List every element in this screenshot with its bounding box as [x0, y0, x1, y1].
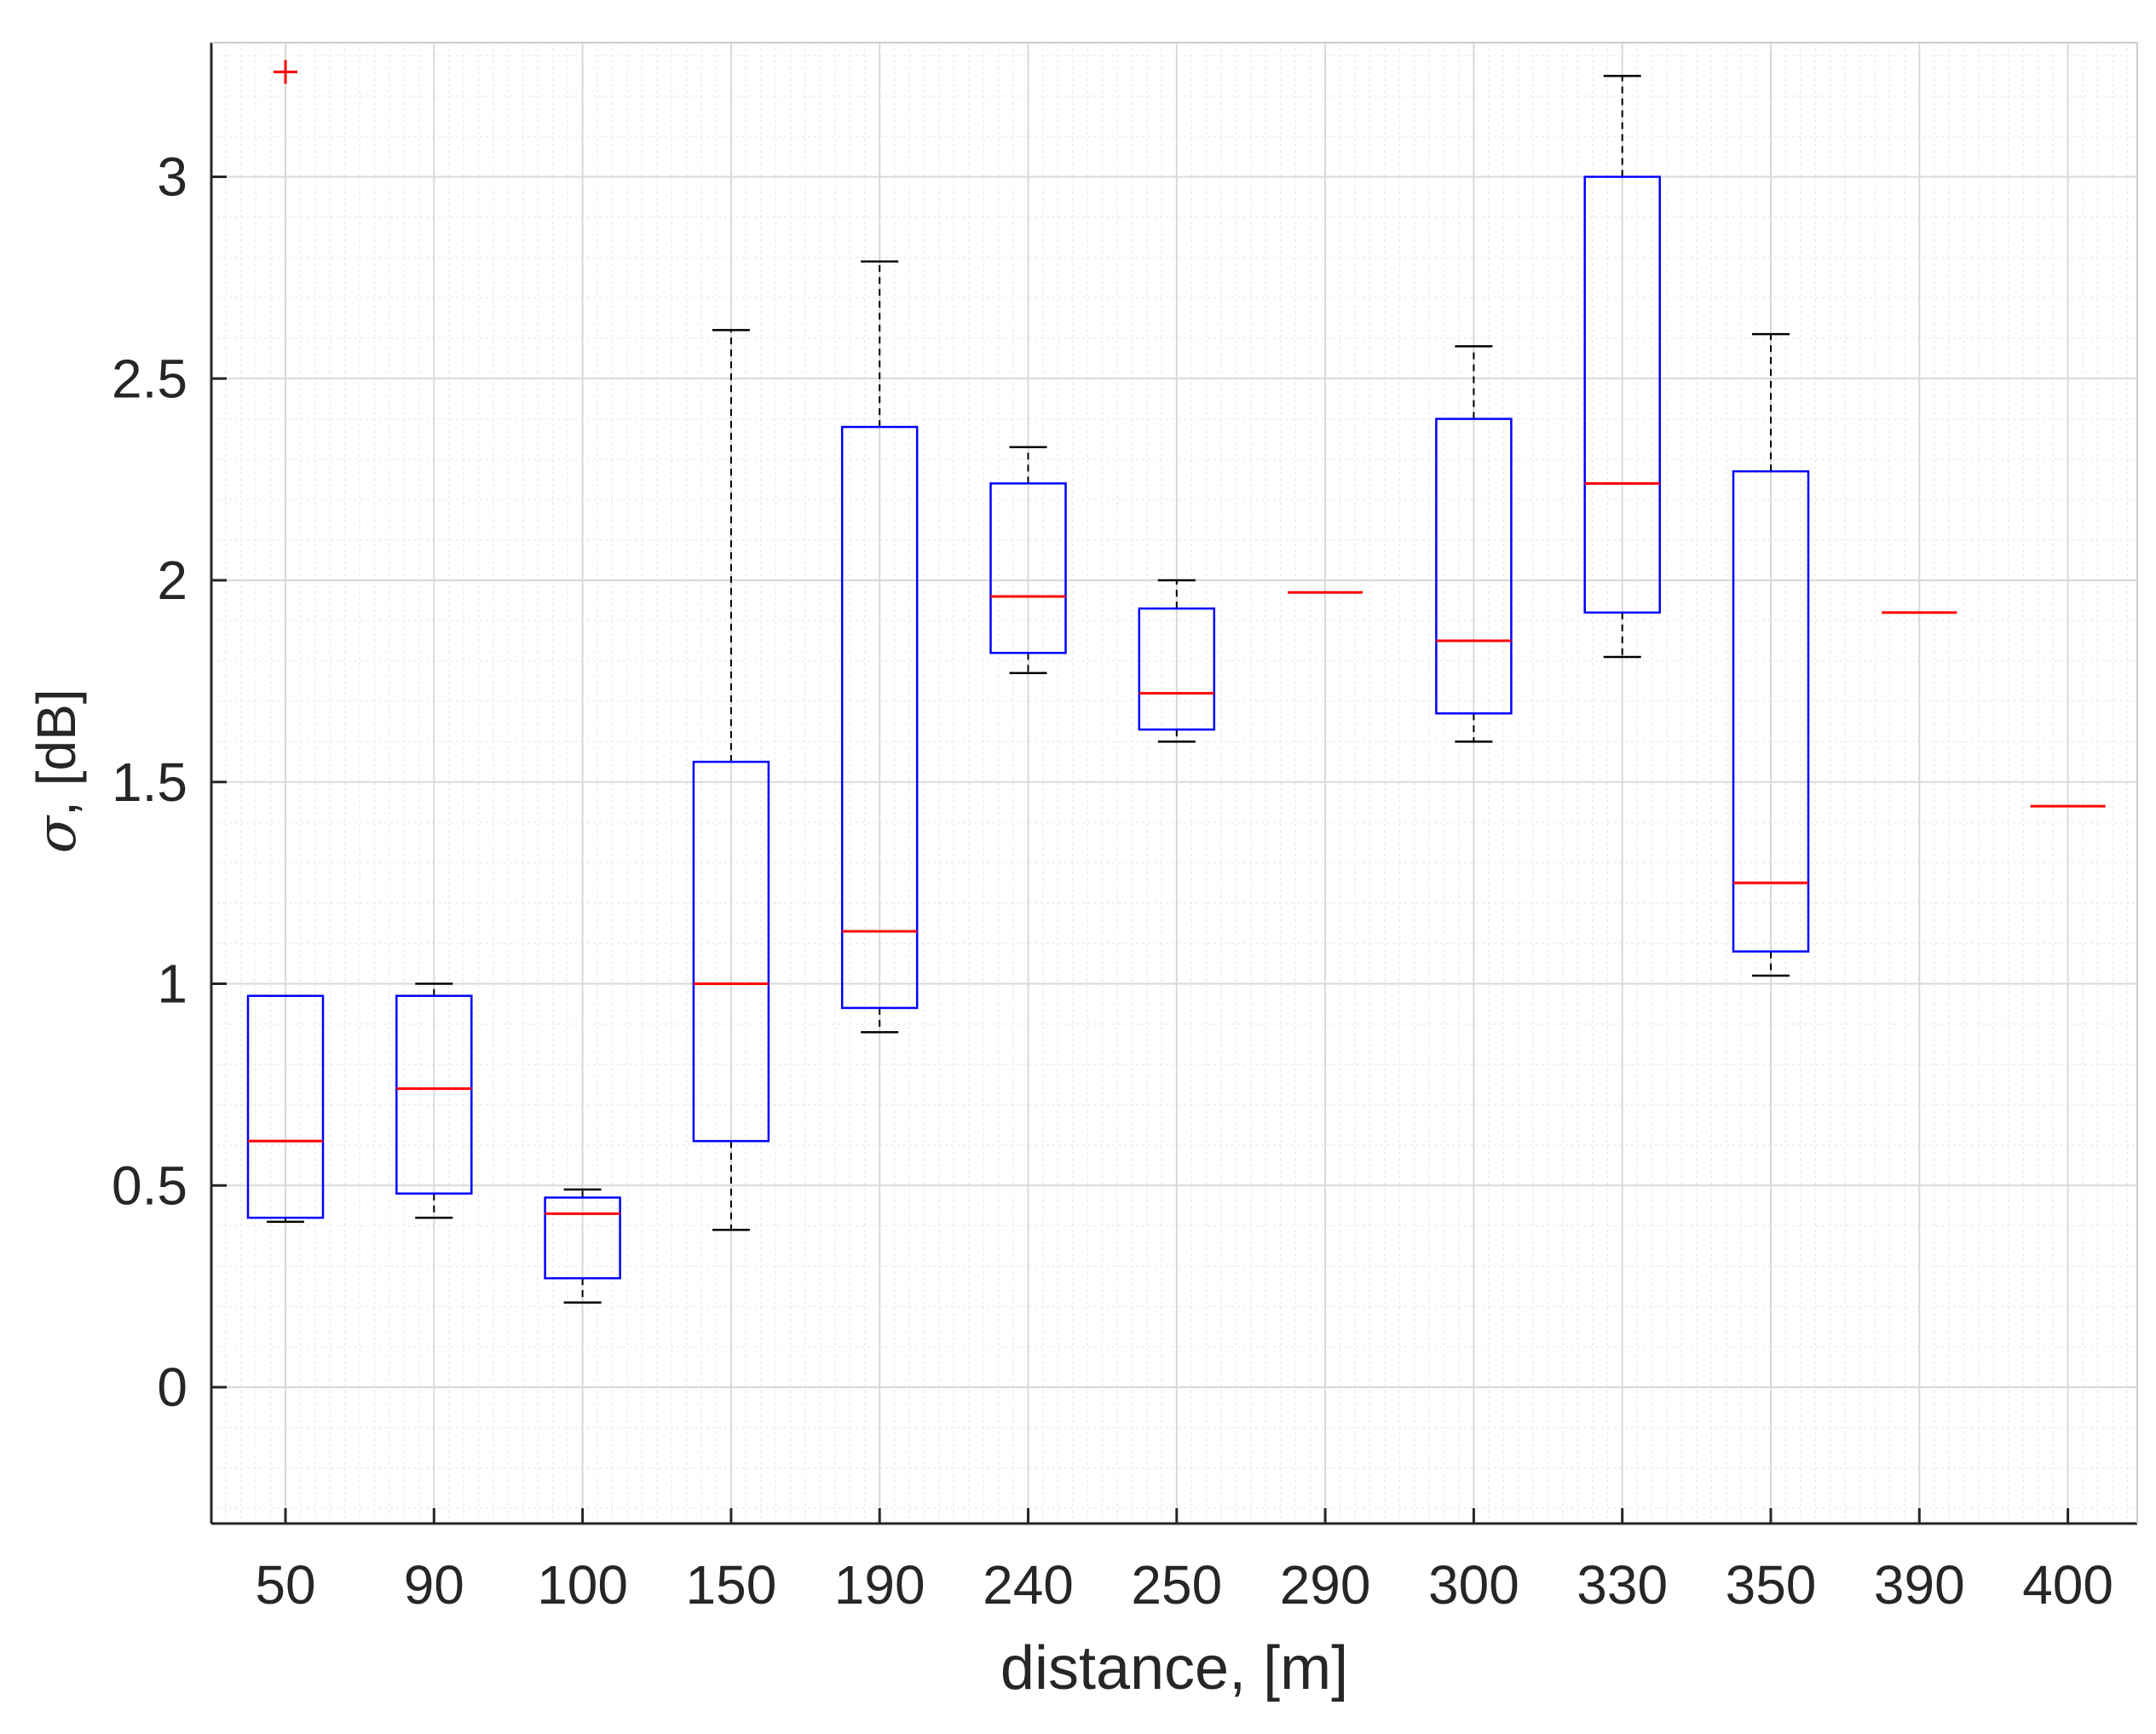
- y-tick-label: 2: [157, 550, 187, 611]
- box-190: [840, 260, 919, 1034]
- iqr-box: [1435, 418, 1513, 715]
- x-tick-label: 330: [1577, 1554, 1668, 1616]
- box-240: [989, 446, 1067, 675]
- iqr-box: [544, 1196, 621, 1280]
- x-tick-label: 300: [1428, 1554, 1519, 1616]
- box-series: [246, 60, 2106, 1304]
- x-tick-label: 150: [686, 1554, 777, 1616]
- y-tick-labels: 0 0.5 1 1.5 2 2.5 3: [112, 147, 187, 1419]
- iqr-box: [395, 994, 473, 1195]
- box-350: [1732, 332, 1810, 977]
- iqr-box: [246, 994, 325, 1219]
- iqr-box: [989, 482, 1067, 654]
- major-grid: [211, 43, 2137, 1524]
- x-tick-label: 240: [983, 1554, 1074, 1616]
- x-tick-label: 190: [834, 1554, 925, 1616]
- x-tick-label: 90: [404, 1554, 464, 1616]
- outlier-marker: [274, 60, 297, 84]
- x-tick-label: 250: [1131, 1554, 1222, 1616]
- iqr-box: [692, 760, 770, 1143]
- y-tick-label: 1.5: [112, 752, 187, 813]
- x-tick-labels: 50 90 100 150 190 240 250 290 300 330 350 390 400: [255, 1554, 2113, 1616]
- y-axis-title-symbol: σ: [26, 815, 89, 854]
- x-tick-label: 290: [1280, 1554, 1371, 1616]
- box-330: [1583, 74, 1661, 659]
- y-tick-label: 0.5: [112, 1155, 187, 1216]
- box-50: [246, 60, 325, 1224]
- y-tick-label: 0: [157, 1357, 187, 1418]
- x-axis-title: distance, [m]: [1000, 1634, 1348, 1702]
- y-tick-label: 1: [157, 953, 187, 1015]
- y-axis-title: σ, [dB]: [26, 688, 89, 853]
- box-300: [1435, 345, 1513, 743]
- box-250: [1138, 579, 1216, 743]
- box-150: [692, 329, 770, 1231]
- y-axis-title-unit: , [dB]: [26, 688, 87, 815]
- iqr-box: [1138, 607, 1216, 731]
- box-90: [395, 982, 473, 1219]
- axes: [210, 42, 2138, 1525]
- iqr-box: [1583, 176, 1661, 614]
- iqr-box: [840, 425, 919, 1010]
- x-tick-label: 50: [255, 1554, 315, 1616]
- minor-grid: [211, 43, 2137, 1524]
- iqr-box: [1732, 470, 1810, 953]
- x-tick-label: 390: [1874, 1554, 1965, 1616]
- y-tick-label: 3: [157, 147, 187, 208]
- x-tick-label: 100: [537, 1554, 628, 1616]
- box-100: [544, 1188, 621, 1304]
- x-tick-label: 350: [1726, 1554, 1817, 1616]
- y-tick-label: 2.5: [112, 348, 187, 409]
- x-tick-label: 400: [2022, 1554, 2113, 1616]
